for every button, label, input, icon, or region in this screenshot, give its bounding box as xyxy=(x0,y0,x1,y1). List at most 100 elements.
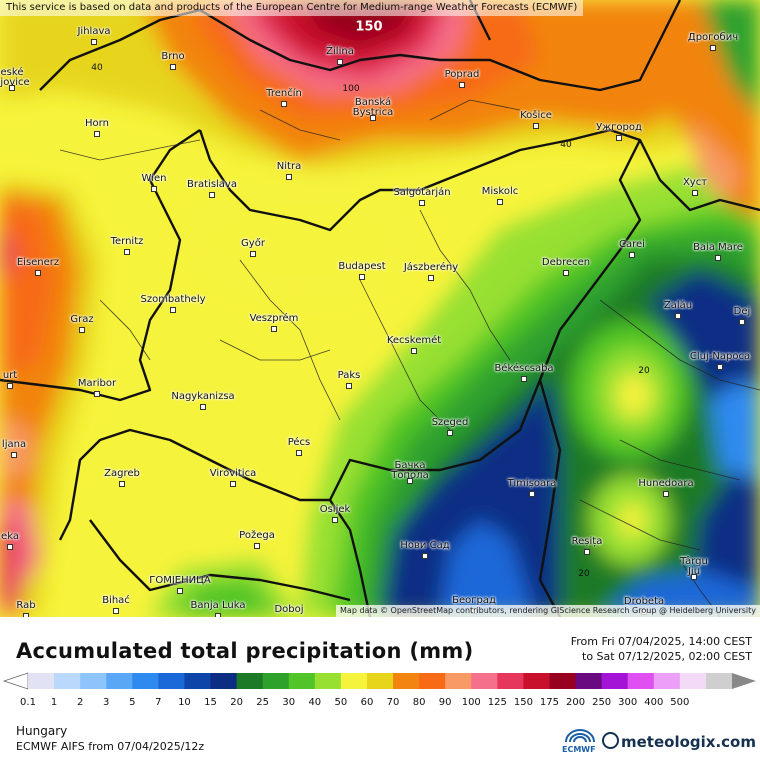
meteologix-logo[interactable]: meteologix.com xyxy=(602,732,756,751)
city-label: eka xyxy=(1,531,19,542)
city-marker xyxy=(411,348,417,354)
city-label: Хуст xyxy=(682,177,708,188)
city-marker xyxy=(584,549,590,555)
city-marker xyxy=(286,174,292,180)
color-bar-segment xyxy=(627,673,655,689)
city-marker xyxy=(359,274,365,280)
color-bar-max-arrow xyxy=(732,673,756,689)
city-label: Baia Mare xyxy=(693,242,743,253)
city-label: Београд xyxy=(452,595,496,606)
color-scale-tick-label: 70 xyxy=(386,697,400,708)
color-scale-tick-label: 100 xyxy=(461,697,481,708)
region-name: Hungary xyxy=(16,724,68,738)
city-label: Ternitz xyxy=(110,236,144,247)
color-bar-segment xyxy=(262,673,290,689)
city-label: Poprad xyxy=(444,69,480,80)
legend-panel: Accumulated total precipitation (mm) Fro… xyxy=(0,617,760,760)
color-scale-tick-label: 30 xyxy=(282,697,296,708)
city-label: Veszprém xyxy=(249,313,299,324)
city-marker xyxy=(691,574,697,580)
contour-label: 40 xyxy=(91,63,103,73)
city-label: Graz xyxy=(70,314,94,325)
city-marker xyxy=(717,364,723,370)
color-bar-segment xyxy=(497,673,524,689)
city-marker xyxy=(94,131,100,137)
city-label: Wien xyxy=(141,173,167,184)
color-bar-min-arrow xyxy=(2,672,29,690)
city-marker xyxy=(7,544,13,550)
city-marker xyxy=(563,270,569,276)
city-label: Cluj-Napoca xyxy=(689,351,751,362)
city-marker xyxy=(230,481,236,487)
city-marker xyxy=(23,613,29,617)
city-label: Нови Сад xyxy=(400,540,450,551)
city-label: Brno xyxy=(161,51,185,62)
city-label: Osijek xyxy=(319,504,351,515)
color-bar-segment xyxy=(679,673,707,689)
color-bar-segment xyxy=(705,673,733,689)
city-marker xyxy=(7,383,13,389)
city-label: Nagykanizsa xyxy=(171,391,235,402)
city-marker xyxy=(529,491,535,497)
city-marker xyxy=(629,252,635,258)
city-marker xyxy=(710,45,716,51)
city-label: Banská Bystrica xyxy=(352,97,394,118)
city-label: Szombathely xyxy=(140,294,206,305)
city-marker xyxy=(447,430,453,436)
city-label: ljana xyxy=(1,439,27,450)
city-label: Jihlava xyxy=(77,26,111,37)
color-bar-segment xyxy=(471,673,498,689)
color-scale-tick-label: 300 xyxy=(618,697,638,708)
city-label: Bratislava xyxy=(187,179,237,190)
city-marker xyxy=(200,404,206,410)
city-label: Carei xyxy=(619,239,645,250)
color-bar-segment xyxy=(549,673,577,689)
color-bar-segment xyxy=(445,673,472,689)
color-bar-segment xyxy=(106,673,133,689)
color-scale-tick-label: 20 xyxy=(230,697,243,708)
city-marker xyxy=(422,553,428,559)
city-marker xyxy=(94,391,100,397)
city-marker xyxy=(296,450,302,456)
city-label: Дрогобич xyxy=(687,32,739,43)
city-label: Eisenerz xyxy=(16,257,60,268)
peak-contour-label: 150 xyxy=(355,19,383,35)
city-label: Dej xyxy=(733,306,751,317)
color-scale-tick-label: 0.1 xyxy=(20,697,36,708)
city-marker xyxy=(215,613,221,617)
city-label: Timișoara xyxy=(507,478,557,489)
color-scale-tick-label: 400 xyxy=(644,697,664,708)
contour-label: 20 xyxy=(638,366,650,376)
city-label: Бачка Топола xyxy=(391,460,429,481)
city-label: Drobeta xyxy=(623,596,665,607)
city-marker xyxy=(675,313,681,319)
city-label: Târgu Jiu xyxy=(680,556,708,577)
city-marker xyxy=(692,190,698,196)
contour-label: 20 xyxy=(578,569,590,579)
precipitation-field xyxy=(0,0,760,617)
color-scale-tick-label: 3 xyxy=(103,697,110,708)
city-label: urt xyxy=(2,370,18,381)
city-label: Győr xyxy=(241,238,265,249)
color-scale-tick-label: 90 xyxy=(438,697,452,708)
color-bar-segment xyxy=(523,673,550,689)
color-bar-segment xyxy=(132,673,159,689)
meteologix-globe-icon xyxy=(602,732,619,749)
color-scale-tick-label: 80 xyxy=(412,697,426,708)
color-bar-segment xyxy=(28,673,55,689)
color-bar-segment xyxy=(314,673,342,689)
city-label: ГОМЈЕНИЦА xyxy=(149,575,211,586)
color-scale-tick-label: 250 xyxy=(592,697,612,708)
ecmwf-notice: This service is based on data and produc… xyxy=(0,0,584,16)
city-marker xyxy=(9,85,15,91)
city-label: Virovitica xyxy=(209,468,257,479)
city-marker xyxy=(35,270,41,276)
city-marker xyxy=(170,307,176,313)
precipitation-map[interactable]: This service is based on data and produc… xyxy=(0,0,760,617)
city-label: Budapest xyxy=(338,261,386,272)
city-label: Trenčín xyxy=(266,88,302,99)
color-scale-tick-label: 50 xyxy=(334,697,348,708)
city-label: Debrecen xyxy=(541,257,591,268)
city-label: Nitra xyxy=(276,161,302,172)
city-label: Miskolc xyxy=(481,186,519,197)
